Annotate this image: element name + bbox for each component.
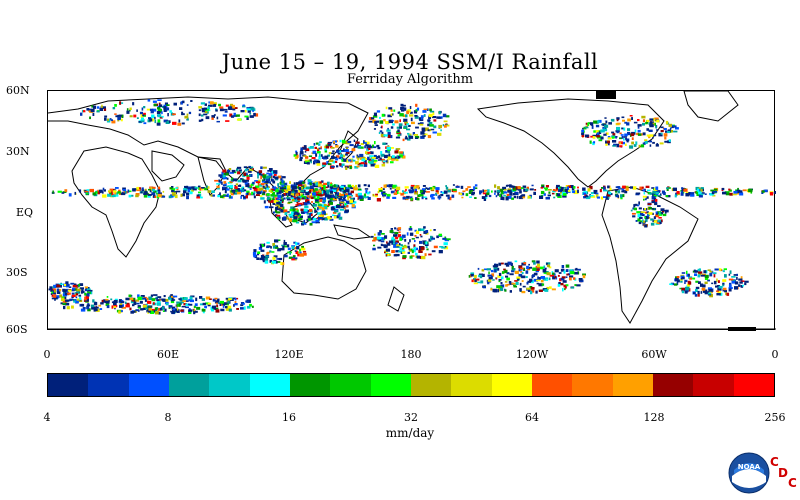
colorbar-tick-4: 4 <box>43 411 51 424</box>
lon-label-180: 180 <box>400 348 422 361</box>
greenland-coastline <box>683 91 739 122</box>
lon-label-60e: 60E <box>156 348 180 361</box>
colorbar-tick-32: 32 <box>404 411 418 424</box>
colorbar-tick-16: 16 <box>282 411 296 424</box>
arabia-coastline <box>151 150 185 182</box>
colorbar-tick-8: 8 <box>164 411 172 424</box>
south-america-coastline <box>601 186 699 324</box>
sumatra-coastline <box>269 199 293 228</box>
north-america-coastline <box>476 98 665 188</box>
rainfall-map <box>47 90 776 331</box>
newzealand-coastline <box>387 286 405 312</box>
colorbar-swatch <box>209 374 250 396</box>
australia-coastline <box>281 236 367 300</box>
colorbar-swatch <box>733 374 774 396</box>
colorbar-units: mm/day <box>385 426 435 440</box>
colorbar-tick-64: 64 <box>525 411 539 424</box>
lat-label-eq: EQ <box>16 206 34 219</box>
colorbar-swatch <box>88 374 129 396</box>
rainfall-map-svg <box>48 91 776 331</box>
colorbar-swatch <box>693 374 734 396</box>
colorbar-swatch <box>410 374 452 396</box>
lat-label-30n: 30N <box>6 145 30 158</box>
cdc-letter-c2: C <box>788 476 797 490</box>
colorbar-tick-256: 256 <box>764 411 786 424</box>
eurasia-coastline <box>48 96 369 194</box>
noaa-logo: NOAA <box>728 452 770 494</box>
lat-label-30s: 30S <box>6 266 28 279</box>
colorbar-swatch <box>612 374 653 396</box>
africa-coastline <box>71 146 161 258</box>
colorbar-swatch <box>48 374 89 396</box>
colorbar-tick-128: 128 <box>643 411 665 424</box>
map-subtitle: Ferriday Algorithm <box>346 72 474 87</box>
colorbar-swatch <box>330 374 371 396</box>
cdc-letter-d: D <box>778 466 788 480</box>
lon-label-120e: 120E <box>274 348 304 361</box>
colorbar-swatch <box>370 374 411 396</box>
colorbar-swatch <box>531 374 573 396</box>
cdc-letter-c1: C <box>770 455 779 469</box>
colorbar-swatch <box>168 374 210 396</box>
lat-label-60n: 60N <box>6 84 30 97</box>
map-title: June 15 – 19, 1994 SSM/I Rainfall <box>221 50 599 74</box>
colorbar-swatch <box>128 374 169 396</box>
colorbar-swatch <box>289 374 331 396</box>
colorbar-swatch <box>451 374 492 396</box>
lon-label-120w: 120W <box>515 348 549 361</box>
rainfall-cells <box>48 91 776 331</box>
colorbar-swatch <box>652 374 694 396</box>
noaa-logo-text: NOAA <box>738 463 761 471</box>
colorbar-swatch <box>572 374 613 396</box>
colorbar-swatch <box>249 374 290 396</box>
lat-label-60s: 60S <box>6 323 28 336</box>
lon-label-0-end: 0 <box>771 348 779 361</box>
lon-label-0: 0 <box>43 348 51 361</box>
rainfall-colorbar <box>47 373 775 397</box>
newguinea-coastline <box>333 224 372 240</box>
japan-coastline <box>339 130 359 162</box>
colorbar-swatch <box>491 374 532 396</box>
lon-label-60w: 60W <box>641 348 667 361</box>
